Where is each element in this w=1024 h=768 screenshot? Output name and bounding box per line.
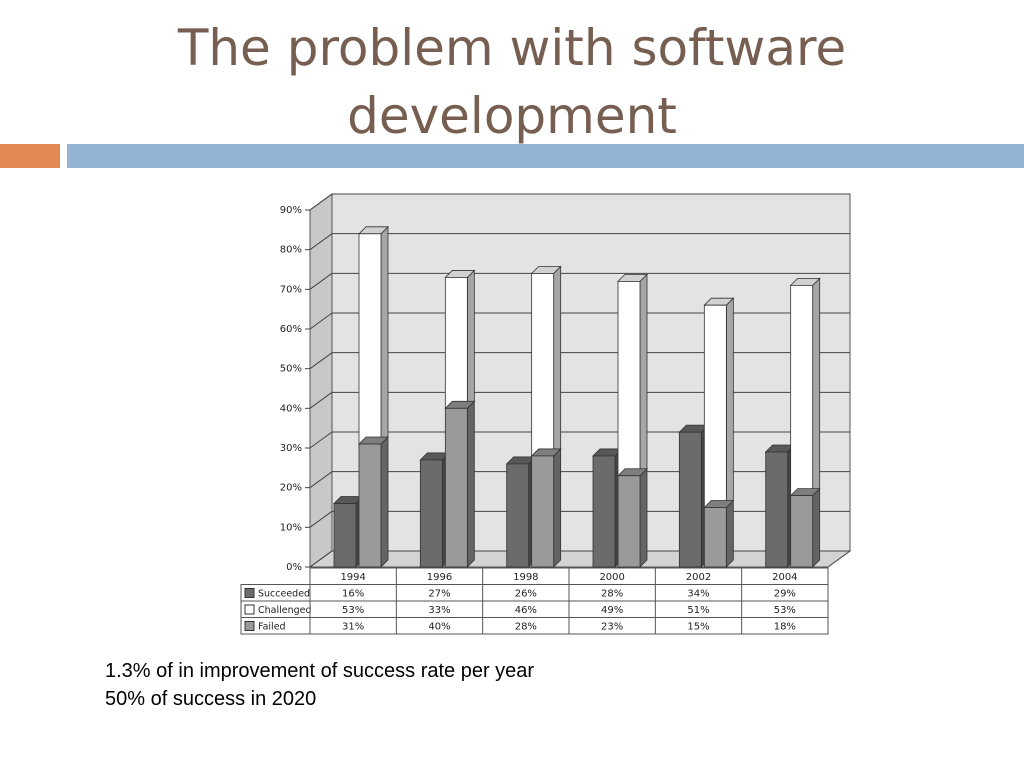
bar-challenged bbox=[703, 304, 727, 508]
data-value-label: 29% bbox=[774, 589, 796, 600]
chart-side-wall bbox=[309, 193, 333, 568]
bar-succeeded bbox=[678, 431, 702, 568]
accent-bar-blue bbox=[67, 144, 1024, 168]
bar-challenged bbox=[358, 233, 382, 445]
accent-bar-orange bbox=[0, 144, 60, 168]
table-corner-edge bbox=[827, 550, 851, 568]
caption: 1.3% of in improvement of success rate p… bbox=[105, 657, 534, 713]
title-line-1: The problem with software bbox=[177, 19, 847, 77]
y-tick-label: 40% bbox=[280, 403, 302, 414]
gridline-side bbox=[309, 272, 333, 290]
bar-challenged-side bbox=[812, 277, 821, 497]
y-tick-label: 0% bbox=[286, 562, 302, 573]
bar-failed bbox=[703, 507, 727, 568]
bar-challenged bbox=[617, 281, 641, 477]
bar-challenged-side bbox=[725, 297, 734, 509]
gridline-side bbox=[309, 193, 333, 211]
data-value-label: 53% bbox=[774, 605, 796, 616]
legend-label: Succeeded bbox=[258, 589, 310, 600]
bar-succeeded bbox=[419, 459, 443, 568]
legend-swatch bbox=[244, 621, 255, 631]
bar-failed-side bbox=[466, 400, 475, 568]
bar-failed bbox=[444, 407, 468, 568]
y-tick-label: 20% bbox=[280, 483, 302, 494]
data-value-label: 31% bbox=[342, 622, 364, 633]
bar-failed-side bbox=[812, 487, 821, 568]
gridline-side bbox=[309, 233, 333, 251]
bar-challenged-side bbox=[466, 269, 475, 410]
x-category-label: 1996 bbox=[427, 572, 452, 583]
bar-failed bbox=[531, 455, 555, 568]
gridline-side bbox=[309, 431, 333, 449]
table-row bbox=[240, 617, 829, 635]
bar-failed-side bbox=[639, 467, 648, 568]
bar-succeeded bbox=[506, 463, 530, 568]
data-value-label: 18% bbox=[774, 622, 796, 633]
bar-succeeded bbox=[333, 503, 357, 568]
gridline-side bbox=[309, 550, 333, 568]
bar-failed bbox=[790, 495, 814, 568]
bar-challenged-side bbox=[639, 273, 648, 477]
legend-swatch bbox=[244, 604, 255, 615]
data-value-label: 51% bbox=[687, 605, 709, 616]
y-tick-label: 30% bbox=[280, 443, 302, 454]
gridline-side bbox=[309, 510, 333, 528]
data-value-label: 49% bbox=[601, 605, 623, 616]
y-tick-label: 90% bbox=[280, 205, 302, 216]
y-tick-label: 50% bbox=[280, 364, 302, 375]
data-value-label: 28% bbox=[601, 589, 623, 600]
y-tick-label: 60% bbox=[280, 324, 302, 335]
data-value-label: 34% bbox=[687, 589, 709, 600]
bar-failed-side bbox=[553, 447, 562, 568]
legend-label: Challenged bbox=[258, 605, 312, 616]
y-tick-label: 10% bbox=[280, 522, 302, 533]
title-line-2: development bbox=[347, 87, 677, 145]
legend-label: Failed bbox=[258, 622, 286, 633]
x-category-label: 2002 bbox=[686, 572, 711, 583]
x-category-label: 1994 bbox=[340, 572, 365, 583]
slide-title: The problem with software development bbox=[0, 14, 1024, 150]
bar-failed-side bbox=[380, 436, 389, 568]
bar-challenged bbox=[444, 277, 468, 409]
data-value-label: 27% bbox=[428, 589, 450, 600]
bar-challenged bbox=[790, 284, 814, 497]
project-outcome-chart: 0% 10% 20% 30% 40% 50% 60% 70% 80% 90% 1994 1996 199… bbox=[240, 193, 852, 635]
x-category-label: 2000 bbox=[599, 572, 624, 583]
data-value-label: 16% bbox=[342, 589, 364, 600]
data-value-label: 23% bbox=[601, 622, 623, 633]
data-value-label: 26% bbox=[515, 589, 537, 600]
gridline-side bbox=[309, 471, 333, 489]
bar-succeeded bbox=[592, 455, 616, 568]
legend-swatch bbox=[244, 588, 255, 598]
data-value-label: 28% bbox=[515, 622, 537, 633]
y-tick-label: 80% bbox=[280, 245, 302, 256]
bar-challenged-side bbox=[553, 265, 562, 457]
bar-failed-side bbox=[725, 499, 734, 568]
bar-challenged-side bbox=[380, 225, 389, 445]
bar-failed bbox=[358, 443, 382, 568]
y-tick-label: 70% bbox=[280, 284, 302, 295]
x-category-label: 1998 bbox=[513, 572, 538, 583]
gridline-side bbox=[309, 352, 333, 370]
data-value-label: 15% bbox=[687, 622, 709, 633]
caption-line-1: 1.3% of in improvement of success rate p… bbox=[105, 660, 535, 682]
gridline-side bbox=[309, 312, 333, 330]
bar-failed bbox=[617, 475, 641, 568]
chart-back-wall bbox=[331, 193, 851, 552]
data-value-label: 46% bbox=[515, 605, 537, 616]
bar-challenged bbox=[531, 273, 555, 457]
bar-succeeded bbox=[765, 451, 789, 568]
data-value-label: 40% bbox=[428, 622, 450, 633]
caption-line-2: 50% of success in 2020 bbox=[105, 688, 317, 710]
data-value-label: 53% bbox=[342, 605, 364, 616]
data-value-label: 33% bbox=[428, 605, 450, 616]
x-category-label: 2004 bbox=[772, 572, 797, 583]
gridline-side bbox=[309, 391, 333, 409]
